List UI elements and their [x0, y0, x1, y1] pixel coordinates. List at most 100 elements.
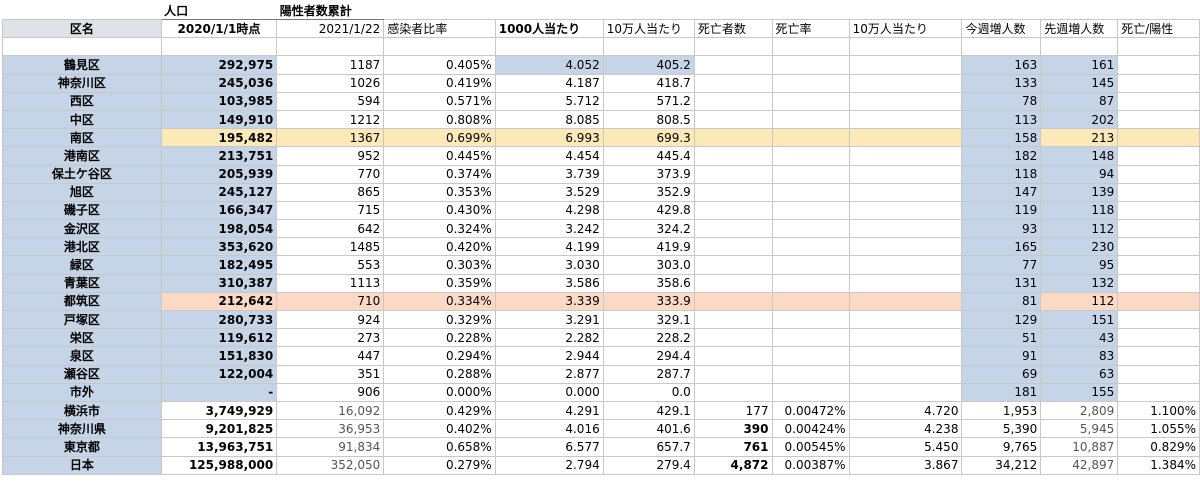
cell-last-week[interactable]: 10,887 [1040, 437, 1119, 457]
cell-per-100k[interactable]: 429.1 [602, 400, 695, 421]
cell-per-100k[interactable]: 571.2 [602, 91, 695, 111]
cell-deaths[interactable] [693, 91, 773, 111]
cell-this-week[interactable]: 133 [961, 73, 1042, 93]
cell-last-week[interactable]: 145 [1040, 73, 1119, 93]
cell-this-week[interactable]: 77 [961, 255, 1042, 275]
cell-deaths[interactable]: 177 [693, 400, 773, 421]
cell-per-1000[interactable]: 5.712 [494, 91, 604, 111]
cell-last-week[interactable]: 161 [1040, 55, 1119, 75]
cell-cumulative[interactable]: 352,050 [276, 455, 385, 475]
cell-death-rate[interactable]: 0.00387% [771, 455, 850, 475]
cell-last-week[interactable]: 42,897 [1040, 455, 1119, 475]
cell-infection-ratio[interactable]: 0.571% [383, 91, 496, 111]
cell-deaths[interactable] [693, 291, 773, 312]
cell-death-positive[interactable]: 1.384% [1117, 455, 1200, 475]
header-per-1000[interactable]: 1000人当たり [494, 19, 604, 39]
cell-blank[interactable] [495, 2, 604, 21]
cell-ward[interactable]: 市外 [2, 382, 162, 402]
cell-deaths-per-100k[interactable] [848, 91, 963, 111]
cell-deaths[interactable] [693, 55, 773, 75]
cell-infection-ratio[interactable]: 0.808% [383, 109, 496, 130]
cell-population[interactable]: 213,751 [160, 146, 278, 166]
cell-cumulative[interactable]: 710 [276, 291, 385, 312]
cell-death-positive[interactable] [1117, 73, 1200, 93]
cell-this-week[interactable]: 1,953 [961, 400, 1042, 421]
cell-this-week[interactable]: 147 [961, 182, 1042, 202]
cell-infection-ratio[interactable]: 0.429% [383, 400, 496, 421]
cell-death-rate[interactable] [771, 237, 850, 257]
cell-this-week[interactable]: 93 [961, 219, 1042, 239]
cell-ward[interactable]: 日本 [2, 455, 162, 475]
cell-deaths-per-100k[interactable]: 5.450 [848, 437, 963, 457]
cell-deaths[interactable] [693, 273, 773, 293]
cell-ward[interactable]: 青葉区 [2, 273, 162, 293]
cell-last-week[interactable]: 155 [1040, 382, 1119, 402]
cell-deaths[interactable] [693, 128, 773, 148]
population-label[interactable]: 人口 [161, 2, 277, 21]
cell-per-100k[interactable]: 657.7 [602, 437, 695, 457]
cell-deaths[interactable] [693, 255, 773, 275]
cell-population[interactable]: 245,036 [160, 73, 278, 93]
cell-per-100k[interactable]: 405.2 [602, 55, 695, 75]
cell-per-1000[interactable]: 2.282 [494, 328, 604, 348]
cell-deaths[interactable] [693, 146, 773, 166]
cell-death-rate[interactable] [771, 73, 850, 93]
cell-death-positive[interactable] [1117, 237, 1200, 257]
cell-per-100k[interactable]: 808.5 [602, 109, 695, 130]
cell-deaths-per-100k[interactable] [848, 73, 963, 93]
cell-deaths[interactable] [693, 382, 773, 402]
cell-blank[interactable] [961, 2, 1041, 21]
cell-this-week[interactable]: 113 [961, 109, 1042, 130]
cell-last-week[interactable]: 43 [1040, 328, 1119, 348]
cell-deaths-per-100k[interactable] [848, 237, 963, 257]
cell-cumulative[interactable]: 715 [276, 200, 385, 221]
cell-death-positive[interactable] [1117, 91, 1200, 111]
cell-last-week[interactable]: 213 [1040, 128, 1119, 148]
cell-last-week[interactable]: 148 [1040, 146, 1119, 166]
cell-death-positive[interactable] [1117, 219, 1200, 239]
cell-population[interactable]: 198,054 [160, 219, 278, 239]
cell-last-week[interactable]: 202 [1040, 109, 1119, 130]
cell-deaths[interactable]: 390 [693, 419, 773, 439]
cell-last-week[interactable]: 95 [1040, 255, 1119, 275]
cell-deaths[interactable] [693, 237, 773, 257]
cell-ward[interactable]: 瀬谷区 [2, 364, 162, 384]
cell-infection-ratio[interactable]: 0.402% [383, 419, 496, 439]
cell-population[interactable]: 151,830 [160, 346, 278, 366]
cell-this-week[interactable]: 69 [961, 364, 1042, 384]
header-infection-ratio[interactable]: 感染者比率 [383, 19, 496, 39]
cell-infection-ratio[interactable]: 0.353% [383, 182, 496, 202]
cell-this-week[interactable]: 118 [961, 164, 1042, 184]
cell-death-rate[interactable] [771, 273, 850, 293]
cell-blank[interactable] [961, 37, 1042, 57]
cell-death-rate[interactable] [771, 291, 850, 312]
cell-deaths-per-100k[interactable] [848, 346, 963, 366]
cell-population[interactable]: 280,733 [160, 309, 278, 330]
cell-ward[interactable]: 旭区 [2, 182, 162, 202]
cell-per-100k[interactable]: 228.2 [602, 328, 695, 348]
cell-last-week[interactable]: 94 [1040, 164, 1119, 184]
cell-this-week[interactable]: 182 [961, 146, 1042, 166]
cell-death-positive[interactable] [1117, 55, 1200, 75]
cell-population[interactable]: 9,201,825 [160, 419, 278, 439]
cell-ward[interactable]: 神奈川県 [2, 419, 162, 439]
cell-per-1000[interactable]: 6.577 [494, 437, 604, 457]
cell-death-positive[interactable] [1117, 273, 1200, 293]
cell-infection-ratio[interactable]: 0.334% [383, 291, 496, 312]
cell-deaths[interactable] [693, 309, 773, 330]
cell-death-rate[interactable] [771, 146, 850, 166]
cell-deaths[interactable] [693, 182, 773, 202]
cell-deaths[interactable] [693, 164, 773, 184]
cell-cumulative[interactable]: 273 [276, 328, 385, 348]
cell-per-100k[interactable]: 445.4 [602, 146, 695, 166]
cell-ward[interactable]: 都筑区 [2, 291, 162, 312]
cell-death-positive[interactable] [1117, 200, 1200, 221]
cell-cumulative[interactable]: 924 [276, 309, 385, 330]
cell-death-rate[interactable]: 0.00472% [771, 400, 850, 421]
cell-this-week[interactable]: 91 [961, 346, 1042, 366]
cell-death-positive[interactable] [1117, 255, 1200, 275]
cell-death-positive[interactable] [1117, 109, 1200, 130]
cell-deaths-per-100k[interactable] [848, 55, 963, 75]
cell-per-1000[interactable]: 2.794 [494, 455, 604, 475]
cell-death-positive[interactable]: 0.829% [1117, 437, 1200, 457]
